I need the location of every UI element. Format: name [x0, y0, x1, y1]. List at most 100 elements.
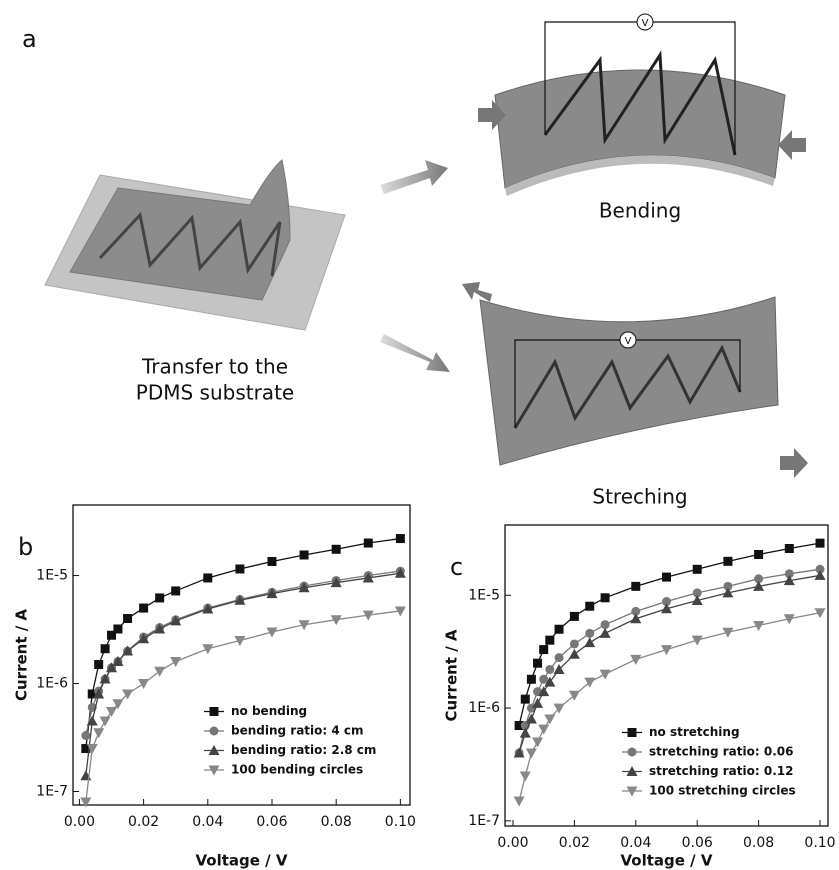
- y-tick-label: 1E-6: [468, 700, 500, 716]
- marker: [553, 703, 565, 714]
- legend-label: no stretching: [649, 725, 740, 739]
- marker: [539, 674, 549, 684]
- marker: [100, 644, 110, 654]
- arrow: [478, 100, 506, 130]
- marker: [202, 644, 214, 655]
- caption: Bending: [599, 199, 681, 223]
- marker: [532, 697, 544, 708]
- x-tick-label: 0.10: [804, 835, 835, 851]
- marker: [723, 581, 733, 591]
- marker: [362, 610, 374, 621]
- marker: [525, 713, 537, 724]
- marker: [783, 575, 795, 586]
- marker: [538, 686, 550, 697]
- marker: [630, 654, 642, 665]
- panel-label: a: [22, 25, 37, 53]
- legend-label: stretching ratio: 0.12: [649, 764, 793, 778]
- voltmeter-symbol: V: [625, 336, 632, 347]
- arrow: [780, 448, 808, 478]
- marker: [599, 627, 611, 638]
- marker: [87, 689, 97, 699]
- marker: [203, 573, 213, 583]
- marker: [154, 666, 166, 677]
- marker: [138, 633, 150, 644]
- marker: [122, 689, 134, 700]
- marker: [526, 674, 536, 684]
- marker: [532, 737, 544, 748]
- marker: [815, 538, 825, 548]
- x-tick-label: 0.10: [385, 814, 416, 830]
- y-tick-label: 1E-7: [468, 813, 500, 829]
- legend-label: stretching ratio: 0.06: [649, 745, 793, 759]
- legend-label: 100 stretching circles: [649, 784, 796, 798]
- x-tick-label: 0.08: [321, 814, 352, 830]
- marker: [600, 620, 610, 630]
- marker: [171, 586, 181, 596]
- legend-marker: [209, 726, 219, 736]
- legend-label: bending ratio: 4 cm: [231, 724, 364, 738]
- arrow: [380, 334, 450, 372]
- y-tick-label: 1E-5: [468, 587, 500, 603]
- arrow: [380, 160, 448, 194]
- marker: [584, 637, 596, 648]
- y-axis-title: Current / A: [13, 609, 31, 701]
- marker: [545, 664, 555, 674]
- marker: [81, 744, 91, 754]
- marker: [525, 748, 537, 759]
- marker: [545, 635, 555, 645]
- marker: [722, 587, 734, 598]
- marker: [86, 715, 98, 726]
- marker: [80, 797, 92, 808]
- marker: [539, 645, 549, 655]
- marker: [600, 593, 610, 603]
- marker: [113, 624, 123, 634]
- marker: [754, 549, 764, 559]
- marker: [93, 728, 105, 739]
- marker: [631, 581, 641, 591]
- plot-frame: [504, 524, 829, 827]
- zigzag-wire: [543, 50, 737, 156]
- marker: [631, 606, 641, 616]
- marker: [362, 572, 374, 583]
- marker: [692, 564, 702, 574]
- y-tick-label: 1E-7: [36, 784, 68, 800]
- legend-marker: [208, 745, 220, 755]
- marker: [544, 676, 556, 687]
- marker: [99, 716, 111, 727]
- marker: [554, 624, 564, 634]
- marker: [395, 534, 405, 544]
- x-axis-title: Voltage / V: [196, 852, 288, 870]
- x-tick-label: 0.00: [497, 835, 528, 851]
- x-axis-title: Voltage / V: [621, 852, 713, 870]
- marker: [554, 653, 564, 663]
- marker: [814, 569, 826, 580]
- marker: [234, 636, 246, 647]
- x-tick-label: 0.04: [192, 814, 223, 830]
- x-tick-label: 0.08: [743, 835, 774, 851]
- arrow: [462, 282, 492, 302]
- marker: [544, 714, 556, 725]
- zigzag-wire: [513, 344, 742, 429]
- marker: [93, 688, 105, 699]
- marker: [139, 603, 149, 613]
- marker: [514, 721, 524, 731]
- marker: [138, 679, 150, 690]
- legend-label: bending ratio: 2.8 cm: [231, 743, 376, 757]
- legend-marker: [208, 765, 220, 776]
- marker: [266, 627, 278, 638]
- panel-label: c: [450, 553, 463, 581]
- marker: [784, 543, 794, 553]
- marker: [568, 690, 580, 701]
- marker: [112, 655, 124, 666]
- marker: [331, 544, 341, 554]
- marker: [584, 677, 596, 688]
- legend-marker: [626, 766, 638, 776]
- legend-marker: [626, 786, 638, 797]
- marker: [94, 660, 104, 670]
- legend-marker: [209, 707, 219, 716]
- marker: [123, 614, 133, 624]
- marker: [753, 580, 765, 591]
- legend-label: 100 bending circles: [231, 763, 363, 777]
- caption: Streching: [592, 485, 687, 509]
